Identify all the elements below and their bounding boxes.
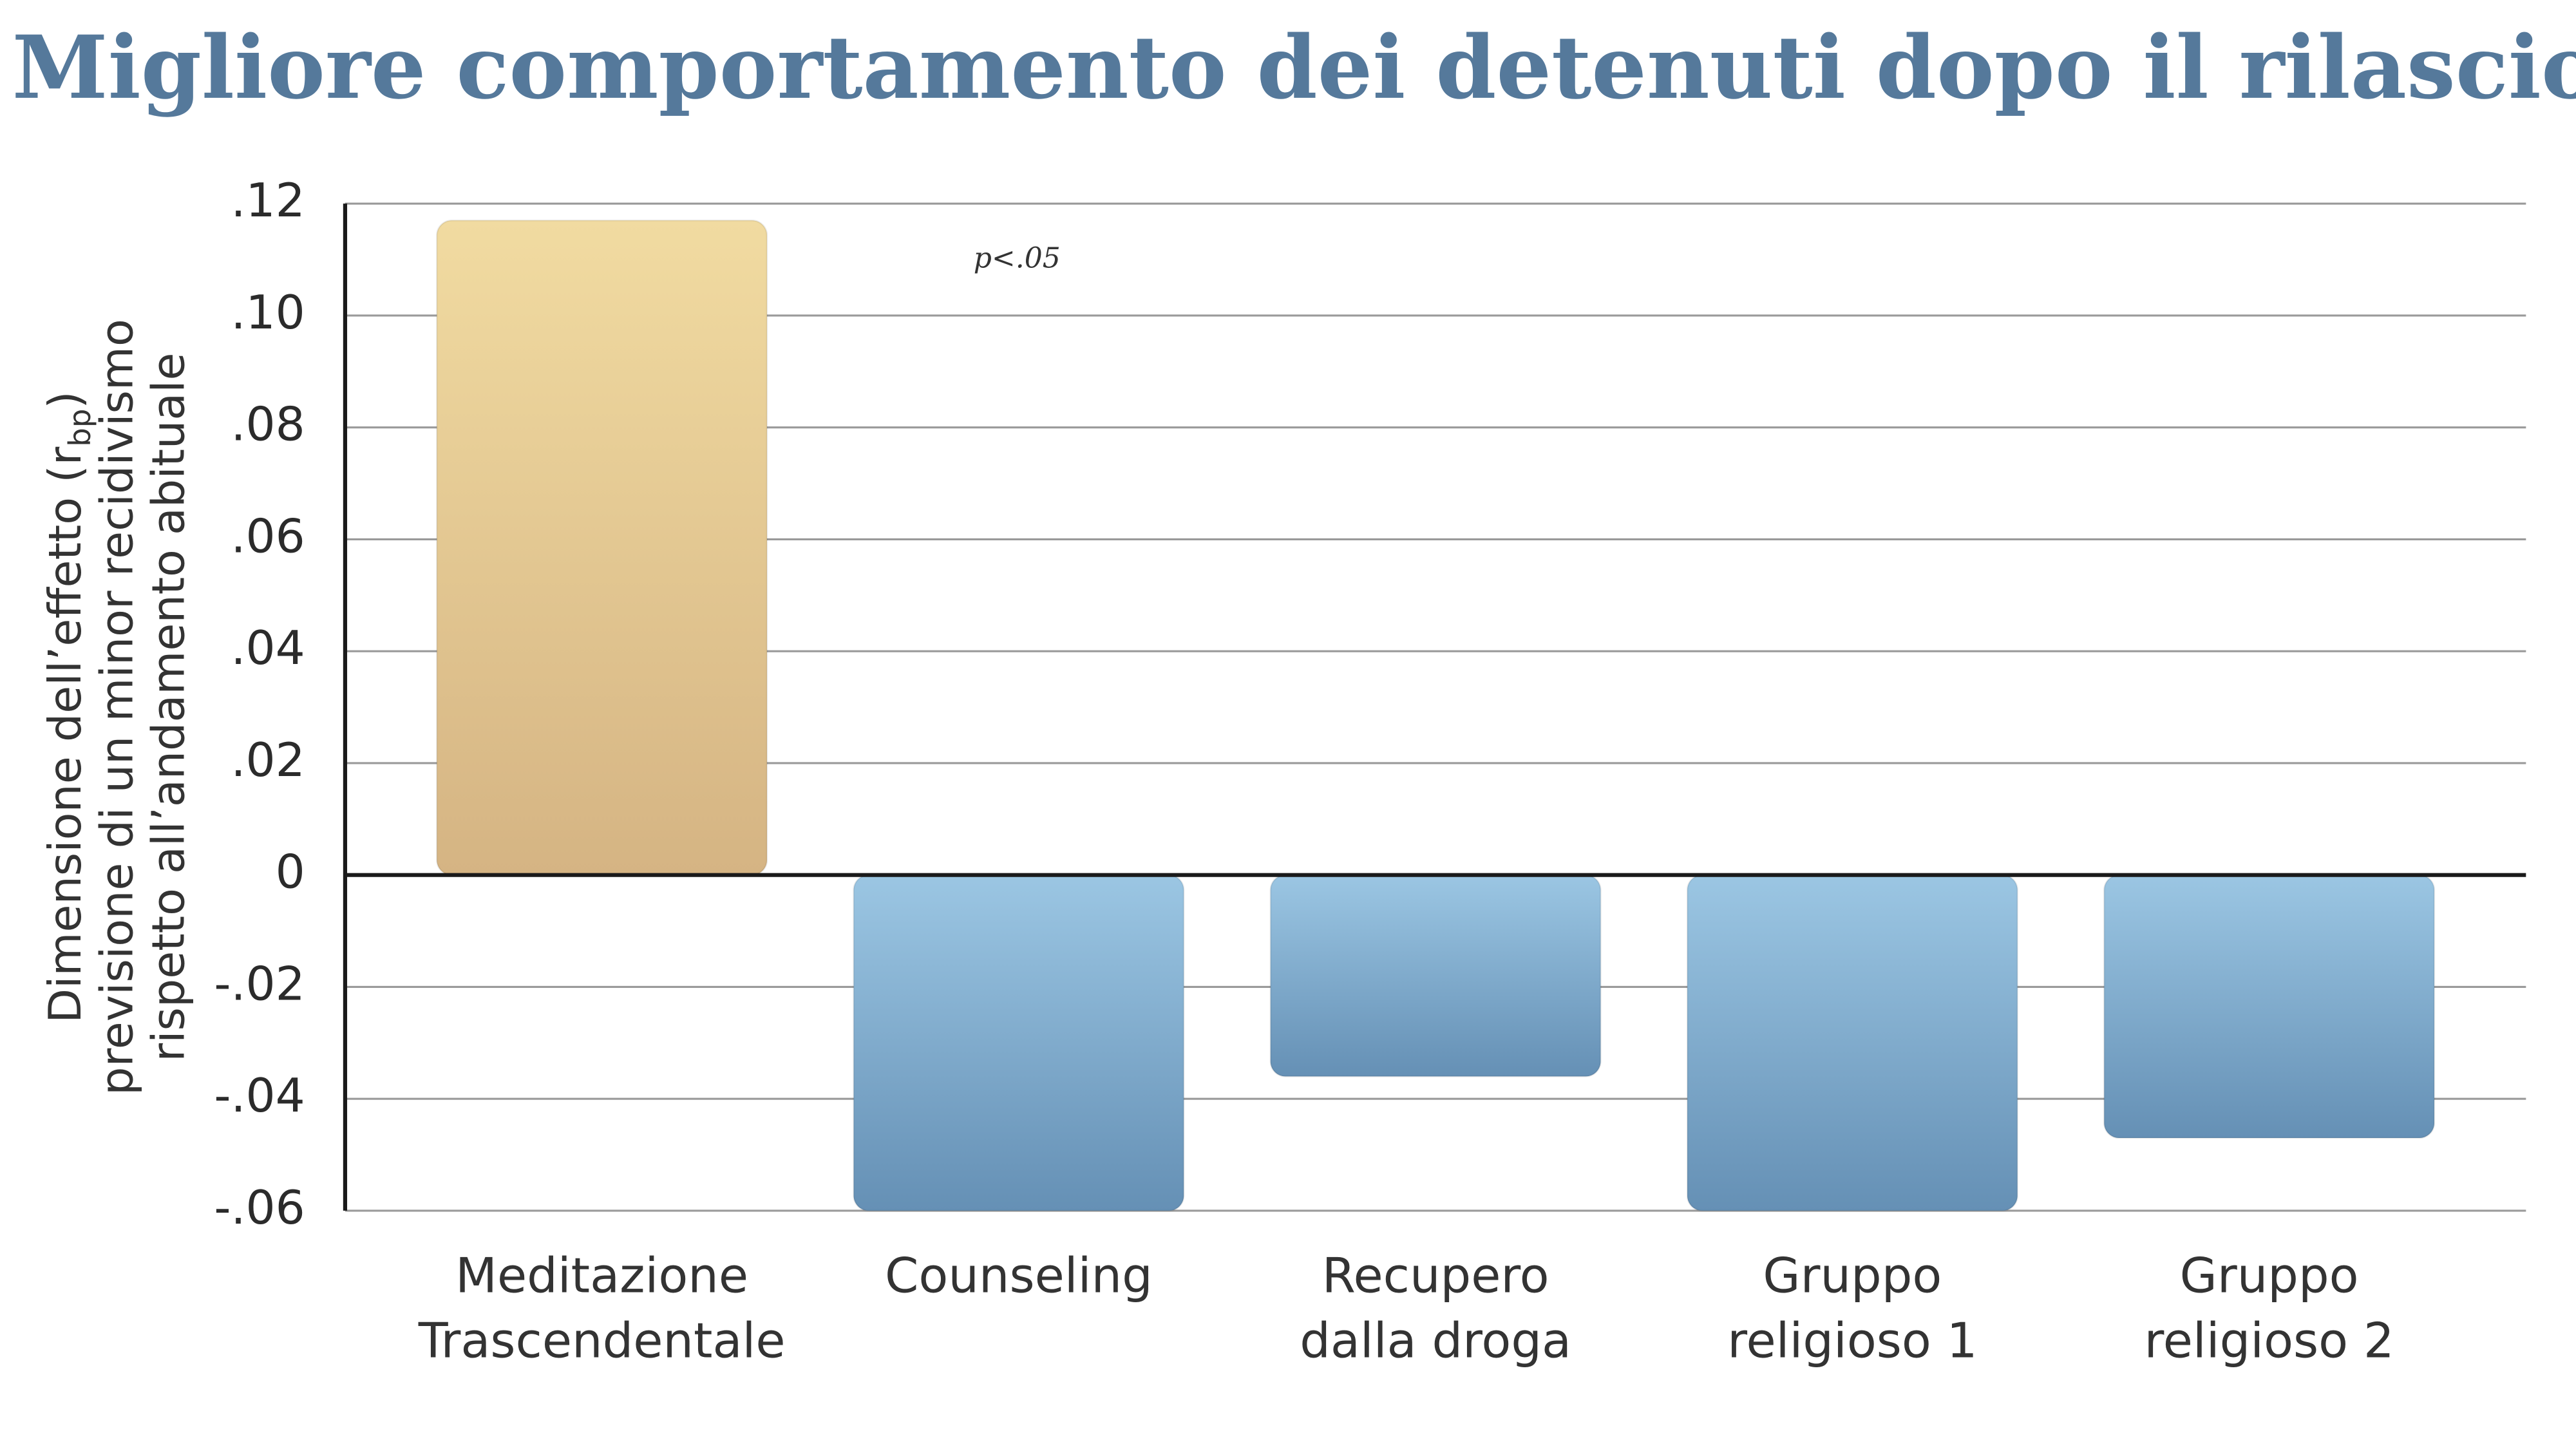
x-tick-label: dalla droga bbox=[1300, 1313, 1571, 1369]
y-tick-label: .02 bbox=[231, 734, 305, 788]
x-tick-label: religioso 1 bbox=[1727, 1313, 1977, 1369]
y-tick-label: .06 bbox=[231, 509, 305, 564]
x-tick-label: Trascendentale bbox=[418, 1313, 786, 1369]
annotation: p<.05 bbox=[974, 242, 1061, 275]
y-tick-label: .04 bbox=[231, 621, 305, 676]
y-axis-label: Dimensione dell’effetto (rbp)previsione … bbox=[39, 319, 195, 1095]
x-tick-label: Recupero bbox=[1322, 1247, 1549, 1304]
y-tick-label: -.04 bbox=[214, 1069, 305, 1123]
y-tick-label: -.02 bbox=[214, 957, 305, 1011]
chart-title: Migliore comportamento dei detenuti dopo… bbox=[12, 17, 2576, 118]
y-tick-label: -.06 bbox=[214, 1181, 305, 1235]
x-tick-label: Counseling bbox=[885, 1247, 1153, 1304]
bar bbox=[2103, 874, 2436, 1139]
y-axis-label-part: rispetto all’andamento abituale bbox=[143, 352, 195, 1061]
bar bbox=[1686, 874, 2018, 1212]
y-tick-label: .10 bbox=[231, 286, 305, 340]
y-tick-label: 0 bbox=[276, 846, 305, 900]
y-axis-label-part: Dimensione dell’effetto (r bbox=[39, 446, 91, 1023]
y-axis-label-part: bp bbox=[62, 409, 97, 447]
y-axis-label-part: ) bbox=[39, 391, 91, 408]
bar bbox=[1269, 874, 1602, 1077]
bar bbox=[436, 219, 768, 876]
x-tick-label: Gruppo bbox=[2180, 1247, 2359, 1304]
y-tick-label: .12 bbox=[231, 174, 305, 228]
x-tick-label: Gruppo bbox=[1763, 1247, 1942, 1304]
x-tick-label: Meditazione bbox=[455, 1247, 748, 1304]
y-tick-label: .08 bbox=[231, 398, 305, 452]
x-tick-label: religioso 2 bbox=[2144, 1313, 2394, 1369]
bar bbox=[853, 874, 1185, 1212]
y-axis-label-part: previsione di un minor recidivismo bbox=[91, 319, 143, 1095]
